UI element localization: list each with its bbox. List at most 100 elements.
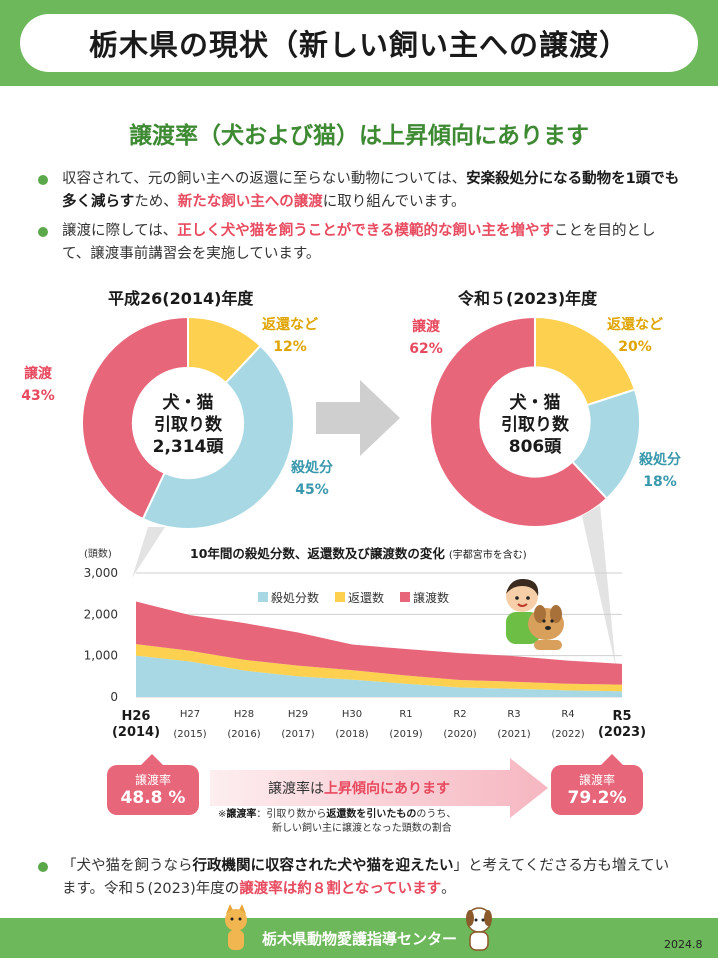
donut-slice-2: [81, 315, 189, 521]
title-pill: 栃木県の現状（新しい飼い主への譲渡）: [20, 14, 698, 72]
slice-pct: 12%: [273, 339, 307, 355]
x-tick-year: (2014): [111, 725, 161, 740]
rate-box-pointer-left: [140, 754, 164, 766]
bullet-3-bold: 行政機関に収容された犬や猫を迎えたい: [192, 858, 454, 874]
donut-2014-label-return: 返還など 12%: [250, 314, 330, 355]
x-tick-year: (2019): [389, 729, 423, 740]
bullet-dot-icon: [38, 862, 48, 872]
donut-2014-center: 犬・猫 引取り数 2,314頭: [128, 392, 248, 458]
center-label-line-2: 引取り数: [154, 415, 222, 435]
x-tick-label: R3: [507, 709, 521, 720]
note-text-2: のうち、: [416, 809, 457, 820]
donut-slice-2: [429, 315, 609, 528]
trend-arrow-icon: [210, 758, 548, 818]
rate-box-2023: 譲渡率 79.2%: [551, 765, 643, 815]
pointer-wedge-right: [582, 505, 616, 668]
note-bold-2: 返還数を引いたもの: [326, 809, 417, 820]
bullet-2-text-2: ことを目的として、譲渡事前講習会を実施しています。: [62, 223, 656, 262]
subtitle: 譲渡率（犬および猫）は上昇傾向にあります: [129, 123, 589, 149]
donut-2023-label-euth: 殺処分 18%: [630, 449, 690, 490]
center-label-line-2: 引取り数: [501, 415, 569, 435]
slice-pct: 45%: [295, 482, 329, 498]
bullet-1: 収容されて、元の飼い主への返還に至らない動物については、安楽殺処分になる動物を1…: [38, 168, 682, 214]
bullet-1-bold: 安楽殺処分になる動物を1頭でも多く減らす: [62, 171, 680, 210]
x-tick-label: H29: [287, 709, 309, 720]
note-text-1: ：引取り数から: [256, 809, 327, 820]
bullet-dot-icon: [38, 227, 48, 237]
grey-right-arrow-icon: [316, 380, 400, 456]
header-band: 栃木県の現状（新しい飼い主への譲渡）: [0, 0, 718, 86]
bullet-3: 「犬や猫を飼うなら行政機関に収容された犬や猫を迎えたい」と考えてくださる方も増え…: [38, 855, 682, 901]
legend-label: 譲渡数: [413, 591, 450, 605]
area-series-0: [136, 655, 622, 697]
donut-2014-label-euth: 殺処分 45%: [272, 457, 352, 498]
rate-value: 48.8 %: [120, 788, 186, 808]
donut-2023-label-transfer: 譲渡 62%: [388, 316, 464, 357]
bullet-dot-icon: [38, 175, 48, 185]
area-ylabel: (頭数): [84, 549, 112, 560]
bullet-2: 譲渡に際しては、正しく犬や猫を飼うことができる模範的な飼い主を増やすことを目的と…: [38, 220, 682, 266]
bullet-2-red: 正しく犬や猫を飼うことができる模範的な飼い主を増やす: [177, 223, 554, 239]
x-tick-label: H30: [341, 709, 363, 720]
donut-chart-2014: [81, 315, 295, 530]
slice-pct: 62%: [409, 341, 443, 357]
cat-mascot-icon: [225, 904, 247, 950]
center-label-line-1: 犬・猫: [509, 393, 561, 413]
x-tick-label: H26: [121, 709, 151, 724]
donut-2023-center: 犬・猫 引取り数 806頭: [475, 392, 595, 458]
donut-slice-1: [141, 344, 295, 530]
slice-label: 譲渡: [24, 366, 52, 382]
center-label-line-3: 806頭: [508, 437, 562, 457]
bullet-3-text-3: 。: [441, 881, 456, 897]
trend-text-2: 上昇傾向にあります: [324, 781, 450, 797]
x-tick-label: R1: [399, 709, 413, 720]
bullet-3-text-2: 」と考えてくださる方も増えています。令和５(2023)年度の: [62, 858, 670, 897]
area-chart-title: 10年間の殺処分数、返還数及び譲渡数の変化 (宇都宮市を含む): [190, 543, 527, 562]
slice-label: 返還など: [607, 317, 663, 333]
bullet-1-red: 新たな飼い主への譲渡: [177, 194, 323, 210]
rate-label: 譲渡率: [134, 773, 171, 787]
x-tick-label: H28: [233, 709, 255, 720]
trend-text-1: 譲渡率は: [268, 781, 324, 797]
slice-pct: 20%: [618, 339, 652, 355]
x-tick-year: (2023): [597, 725, 647, 740]
area-series-1: [136, 644, 622, 692]
legend-label: 殺処分数: [271, 591, 320, 605]
x-tick-year: (2016): [227, 729, 261, 740]
bullet-3-text-1: 「犬や猫を飼うなら: [62, 858, 193, 874]
rate-box-pointer-right: [600, 754, 624, 766]
child-with-dog-illustration: [506, 578, 564, 650]
donut-2014-title: 平成26(2014)年度: [108, 289, 254, 308]
slice-label: 殺処分: [639, 452, 681, 468]
rate-label: 譲渡率: [578, 773, 615, 787]
x-tick-label: R5: [612, 709, 632, 724]
bullet-3-red: 譲渡率は約８割となっています: [239, 881, 442, 897]
donut-2023-label-return: 返還など 20%: [595, 314, 675, 355]
y-tick-label: 0: [110, 690, 118, 704]
area-series-2: [136, 601, 622, 685]
area-title-note: (宇都宮市を含む): [448, 550, 527, 561]
x-tick-year: (2021): [497, 729, 531, 740]
note-mark: ※: [218, 809, 227, 820]
bullet-1-text-3: に取り組んでいます。: [322, 194, 466, 210]
footer-org: 栃木県動物愛護指導センター: [262, 930, 458, 948]
y-tick-label: 3,000: [84, 566, 118, 580]
note-bold: 譲渡率: [226, 809, 257, 820]
slice-label: 譲渡: [412, 319, 440, 335]
legend-item-transfer: 譲渡数: [400, 589, 449, 606]
x-tick-year: (2020): [443, 729, 477, 740]
legend-item-return: 返還数: [335, 589, 384, 606]
legend-label: 返還数: [348, 591, 385, 605]
center-label-line-3: 2,314頭: [152, 437, 224, 457]
page-title: 栃木県の現状（新しい飼い主への譲渡）: [88, 28, 629, 62]
x-tick-label: R4: [561, 709, 575, 720]
footer-band: 栃木県動物愛護指導センター 2024.8: [0, 904, 718, 958]
slice-pct: 18%: [643, 474, 677, 490]
center-label-line-1: 犬・猫: [162, 393, 214, 413]
trend-arrow-text: 譲渡率は上昇傾向にあります: [268, 778, 450, 798]
note-line-2: 新しい飼い主に譲渡となった頭数の割合: [272, 823, 452, 834]
slice-label: 殺処分: [291, 460, 333, 476]
y-tick-label: 1,000: [84, 649, 118, 663]
slice-label: 返還など: [262, 317, 318, 333]
x-tick-year: (2018): [335, 729, 369, 740]
